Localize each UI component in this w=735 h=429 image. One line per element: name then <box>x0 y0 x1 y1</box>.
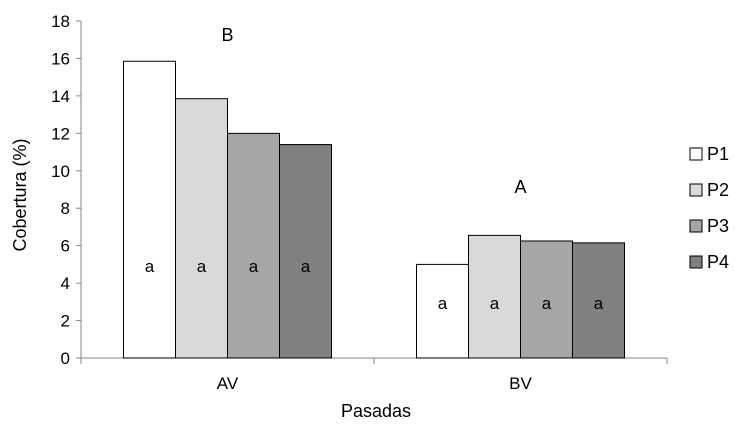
legend-swatch-p2 <box>689 183 703 197</box>
bar-av-p1 <box>123 60 176 359</box>
legend-swatch-p4 <box>689 255 703 269</box>
y-tick-label-4: 8 <box>61 199 70 218</box>
y-tick-label-2: 4 <box>61 274 70 293</box>
x-tick-label-0: AV <box>217 374 239 393</box>
y-tick-label-9: 18 <box>51 12 70 31</box>
bar-av-p4 <box>279 144 332 359</box>
y-axis-title: Cobertura (%) <box>10 138 30 251</box>
legend-label-p3: P3 <box>707 216 729 236</box>
bar-av-p2 <box>175 98 228 359</box>
x-axis-title: Pasadas <box>341 401 411 421</box>
bar-bv-p4 <box>572 242 625 359</box>
y-tick-label-8: 16 <box>51 49 70 68</box>
bar-label-av-p3: a <box>249 257 259 276</box>
bar-av-p3 <box>227 132 280 359</box>
y-tick-label-7: 14 <box>51 87 70 106</box>
legend-swatch-p3 <box>689 219 703 233</box>
group-letter-1: A <box>514 177 526 197</box>
bar-label-bv-p3: a <box>542 294 552 313</box>
bar-bv-p1 <box>416 263 469 359</box>
bar-label-bv-p1: a <box>438 294 448 313</box>
bar-label-av-p2: a <box>197 257 207 276</box>
bar-label-av-p1: a <box>145 257 155 276</box>
y-tick-label-5: 10 <box>51 162 70 181</box>
y-tick-label-0: 0 <box>61 349 70 368</box>
legend-swatch-p1 <box>689 147 703 161</box>
x-tick-label-1: BV <box>509 374 532 393</box>
group-letter-0: B <box>221 25 233 45</box>
legend-label-p2: P2 <box>707 180 729 200</box>
legend-label-p4: P4 <box>707 252 729 272</box>
y-tick-label-1: 2 <box>61 312 70 331</box>
legend-label-p1: P1 <box>707 144 729 164</box>
y-tick-label-6: 12 <box>51 124 70 143</box>
bar-bv-p3 <box>520 240 573 359</box>
bar-label-bv-p4: a <box>594 294 604 313</box>
bar-label-bv-p2: a <box>490 294 500 313</box>
y-tick-label-3: 6 <box>61 237 70 256</box>
bar-label-av-p4: a <box>301 257 311 276</box>
